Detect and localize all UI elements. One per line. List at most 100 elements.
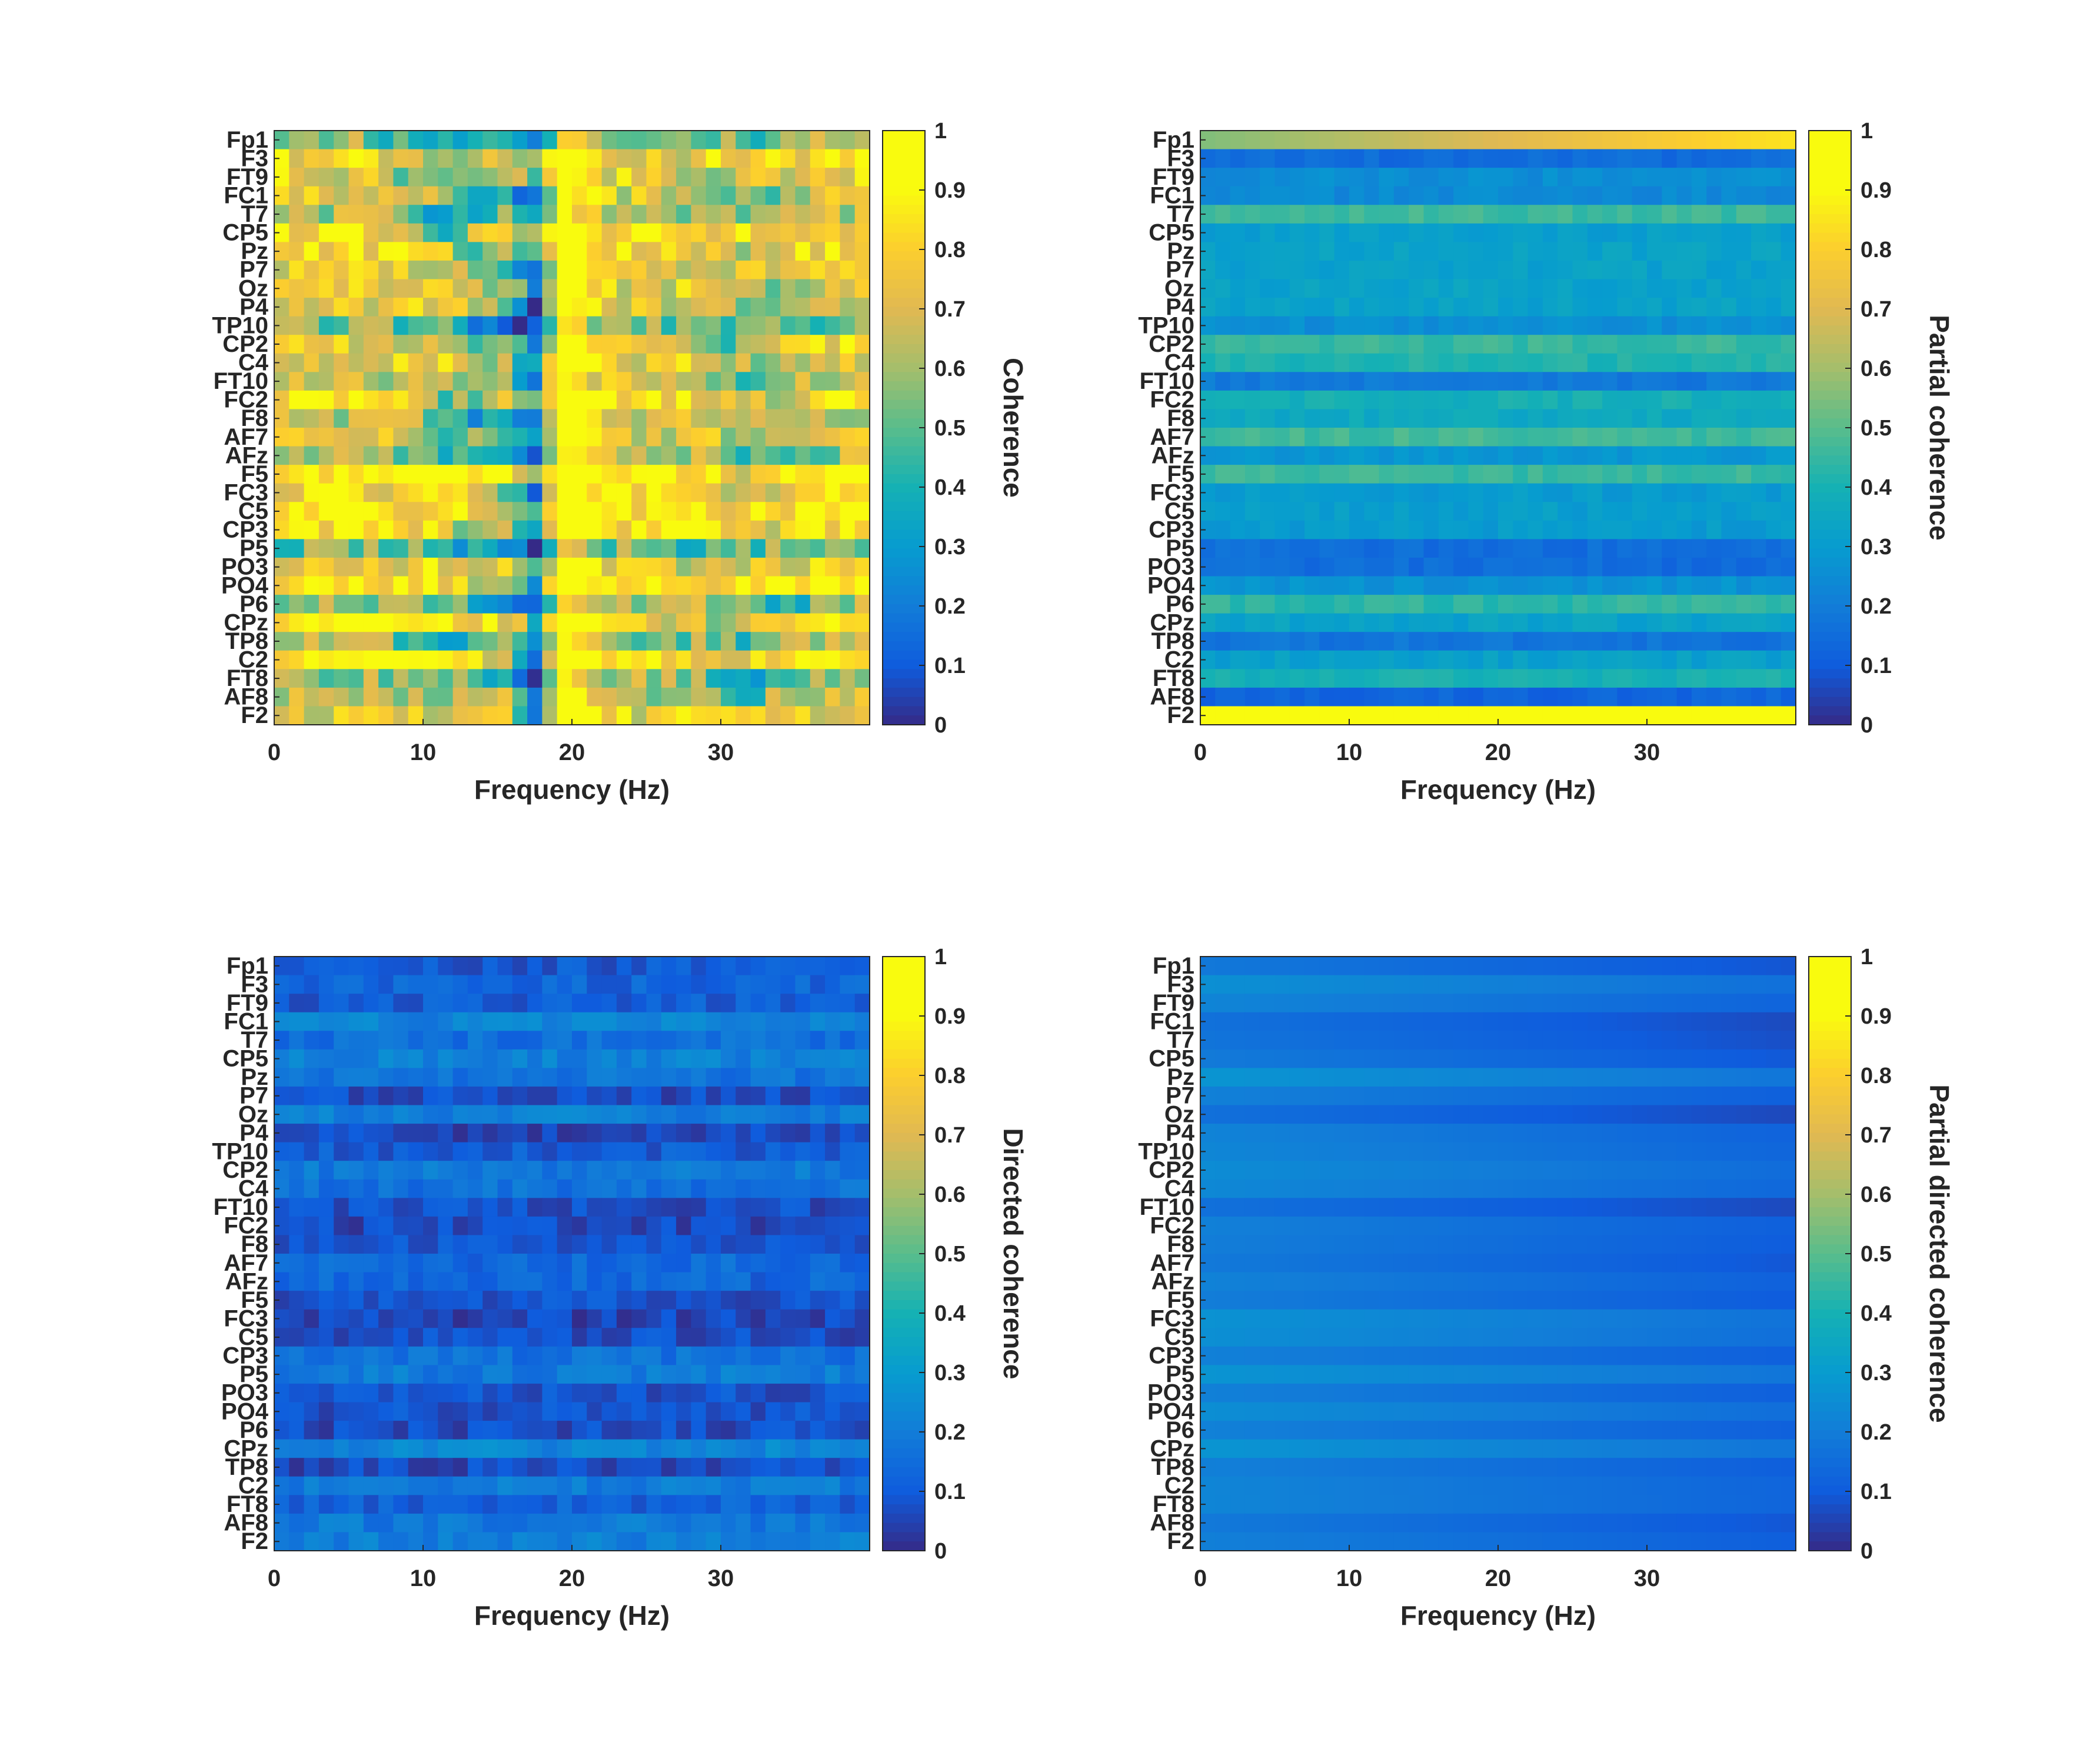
heatmap-cell <box>1349 613 1364 632</box>
heatmap-cell <box>1289 390 1305 410</box>
heatmap-cell <box>736 1421 751 1440</box>
heatmap-cell <box>631 335 647 354</box>
heatmap-cell <box>1423 557 1439 577</box>
heatmap-cell <box>1304 539 1320 558</box>
y-tick-label: P5 <box>239 535 268 561</box>
heatmap-cell <box>1393 316 1409 335</box>
heatmap-cell <box>304 1254 320 1273</box>
heatmap-cell <box>1319 223 1335 242</box>
heatmap-cell <box>527 1216 543 1236</box>
heatmap-cell <box>1304 205 1320 224</box>
heatmap-cell <box>601 1254 617 1273</box>
heatmap-cell <box>1379 613 1395 632</box>
heatmap-cell <box>1334 409 1350 428</box>
heatmap-cell <box>1572 260 1588 280</box>
heatmap-cell <box>289 168 305 187</box>
heatmap-cell <box>676 669 691 688</box>
heatmap-cell <box>765 205 781 224</box>
heatmap-cell <box>1215 1216 1231 1236</box>
heatmap-cell <box>1274 205 1290 224</box>
heatmap-cell <box>1676 279 1692 298</box>
heatmap-cell <box>542 186 558 205</box>
colorbar-segment <box>883 1337 925 1347</box>
heatmap-cell <box>1244 223 1260 242</box>
heatmap-cell <box>691 353 707 372</box>
heatmap-cell <box>810 957 826 976</box>
y-tick-label: P7 <box>1166 257 1194 283</box>
heatmap-cell <box>408 1532 424 1551</box>
heatmap-cell <box>363 390 379 410</box>
heatmap-cell <box>318 520 334 539</box>
heatmap-cell <box>363 223 379 242</box>
heatmap-cell <box>587 706 603 725</box>
heatmap-cell <box>1453 1142 1469 1161</box>
heatmap-cell <box>1736 335 1752 354</box>
y-tick-label: F3 <box>241 145 268 171</box>
heatmap-cell <box>1230 539 1246 558</box>
heatmap-cell <box>1215 1142 1231 1161</box>
heatmap-cell <box>810 539 826 558</box>
heatmap-cell <box>512 1383 528 1403</box>
colorbar-tick-label: 0.3 <box>1861 535 1892 559</box>
heatmap-cell <box>542 223 558 242</box>
heatmap-cell <box>1244 1012 1260 1031</box>
heatmap-cell <box>795 1142 811 1161</box>
heatmap-cell <box>1513 1235 1529 1254</box>
heatmap-cell <box>334 1421 350 1440</box>
heatmap-cell <box>631 316 647 335</box>
heatmap-cell <box>646 1346 662 1365</box>
heatmap-cell <box>363 1031 379 1050</box>
heatmap-cell <box>616 613 632 632</box>
heatmap-cell <box>1319 1142 1335 1161</box>
y-tick-label: FC2 <box>224 387 268 413</box>
heatmap-cell <box>1632 502 1648 521</box>
heatmap-cell <box>348 613 364 632</box>
heatmap-cell <box>1721 576 1737 595</box>
heatmap-cell <box>482 576 498 595</box>
heatmap-cell <box>1647 353 1662 372</box>
heatmap-cell <box>542 149 558 168</box>
heatmap-cell <box>1319 539 1335 558</box>
heatmap-cell <box>512 975 528 994</box>
colorbar-segment <box>1809 251 1851 261</box>
heatmap-cell <box>1542 409 1558 428</box>
heatmap-cell <box>1244 595 1260 614</box>
heatmap-cell <box>304 1365 320 1384</box>
heatmap-cell <box>512 1086 528 1106</box>
heatmap-cell <box>1527 428 1543 447</box>
heatmap-cell <box>408 650 424 669</box>
heatmap-cell <box>1542 149 1558 168</box>
heatmap-cell <box>1691 1142 1707 1161</box>
heatmap-cell <box>1751 1031 1766 1050</box>
heatmap-cell <box>1468 502 1484 521</box>
colorbar-segment <box>1809 344 1851 354</box>
heatmap-cell <box>1364 595 1380 614</box>
heatmap-cell <box>423 1458 438 1477</box>
heatmap-cell <box>601 1513 617 1533</box>
heatmap-cell <box>438 1421 454 1440</box>
heatmap-cell <box>765 186 781 205</box>
heatmap-cell <box>676 446 691 465</box>
heatmap-cell <box>1230 650 1246 669</box>
heatmap-cell <box>1244 131 1260 150</box>
heatmap-cell <box>854 1383 870 1403</box>
heatmap-cell <box>393 1291 409 1310</box>
heatmap-cell <box>557 168 573 187</box>
heatmap-cell <box>705 1476 721 1495</box>
heatmap-cell <box>393 632 409 651</box>
heatmap-cell <box>482 168 498 187</box>
heatmap-cell <box>1587 975 1603 994</box>
heatmap-cell <box>1453 353 1469 372</box>
heatmap-cell <box>1780 131 1796 150</box>
heatmap-cell <box>1260 595 1276 614</box>
heatmap-cell <box>587 1216 603 1236</box>
heatmap-cell <box>572 1012 587 1031</box>
heatmap-cell <box>810 1272 826 1291</box>
heatmap-cell <box>542 1179 558 1198</box>
colorbar-segment <box>1809 650 1851 661</box>
colorbar-tick-label: 0 <box>934 1539 947 1564</box>
heatmap-cell <box>408 168 424 187</box>
heatmap-cell <box>1304 298 1320 317</box>
heatmap-cell <box>512 168 528 187</box>
heatmap-cell <box>780 613 796 632</box>
